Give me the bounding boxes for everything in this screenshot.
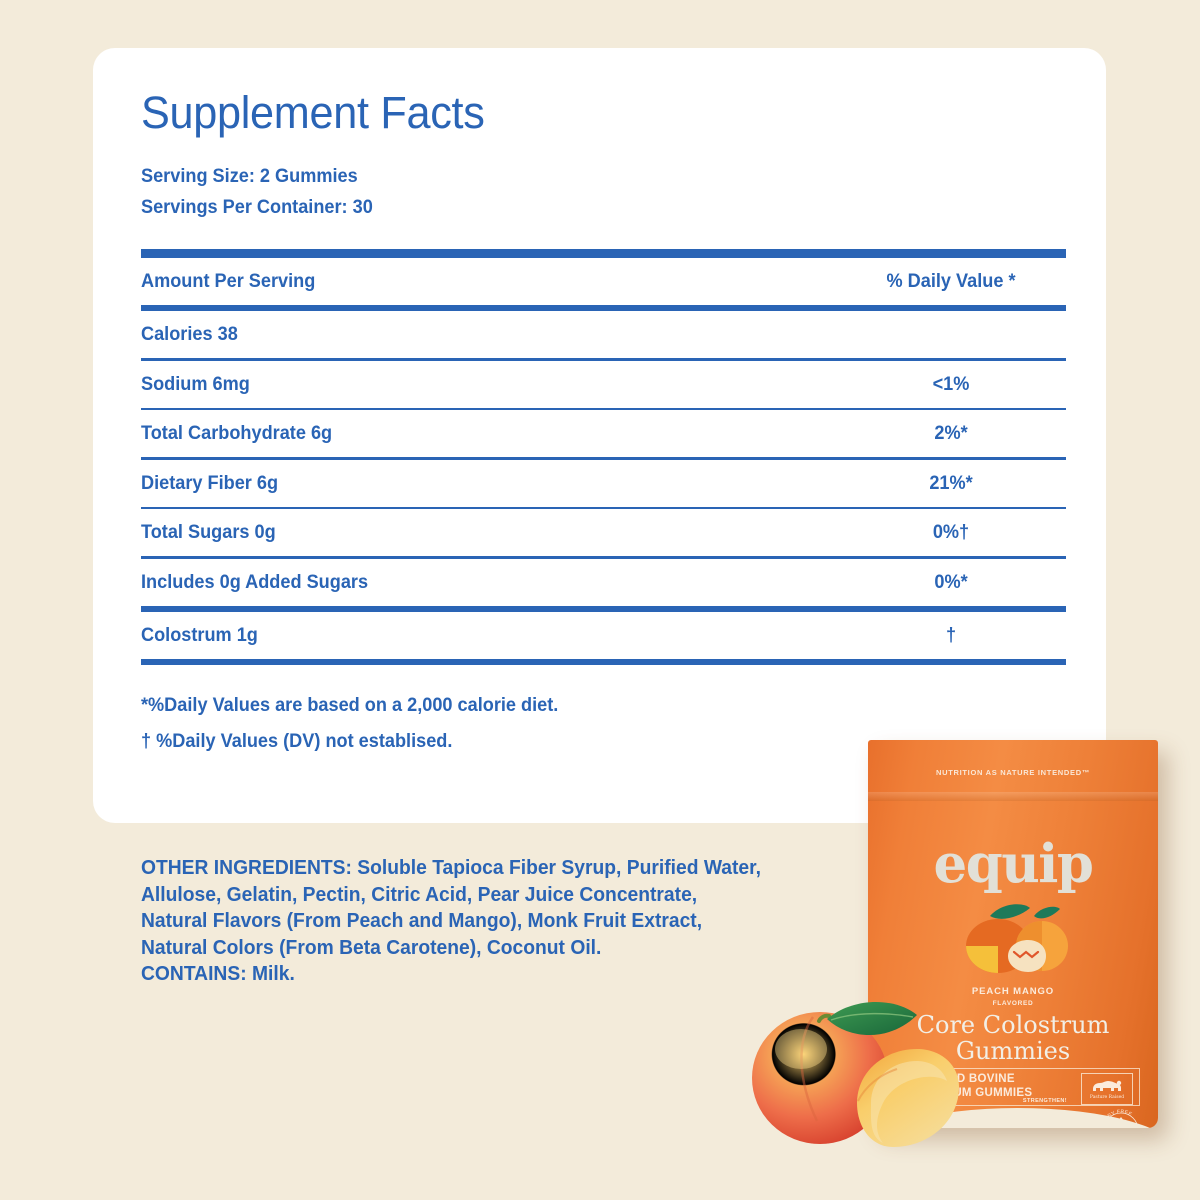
contains-allergen-line: CONTAINS: Milk. [141,962,295,985]
row-rule [141,457,1066,460]
whole-peach [752,1012,888,1144]
servings-per-container-line: Servings Per Container: 30 [141,196,373,218]
brand-logo: equip [933,833,1094,895]
table-header-row: Amount Per Serving % Daily Value * [141,258,1066,305]
nutrient-label: Includes 0g Added Sugars [141,570,369,593]
table-row: Total Sugars 0g 0%† [141,509,1066,556]
product-name-line-1: Core Colostrum [916,1011,1110,1039]
table-row: Sodium 6mg <1% [141,361,1066,408]
footnote-dagger: † %Daily Values (DV) not establised. [141,729,453,752]
row-rule [141,407,1066,410]
footnotes: *%Daily Values are based on a 2,000 calo… [141,687,1066,759]
row-rule [141,358,1066,361]
other-ingredients-line: OTHER INGREDIENTS: Soluble Tapioca Fiber… [141,856,761,879]
amount-per-serving-header: Amount Per Serving [141,270,316,292]
nutrient-value: 0%† [932,521,970,543]
peach-fruit-image [745,975,975,1160]
package-flavored-label: FLAVORED [992,1000,1034,1007]
cow-icon [1093,1080,1122,1091]
pouch-zipper-seam [868,792,1158,801]
table-top-rule [141,249,1066,258]
serving-size-line: Serving Size: 2 Gummies [141,165,358,187]
row-rule [141,506,1066,509]
footnote-daily-value: *%Daily Values are based on a 2,000 calo… [141,693,559,716]
benefit-strengthen: STRENGTHEN! [1022,1098,1067,1104]
table-row: Includes 0g Added Sugars 0%* [141,559,1066,606]
table-row: Colostrum 1g † [141,612,1066,659]
nutrient-value: <1% [932,372,970,395]
nutrient-value: 21%* [929,471,973,494]
cow-badge-caption: Pasture Raised [1089,1095,1125,1100]
other-ingredients-line: Natural Flavors (From Peach and Mango), … [141,909,703,932]
nutrient-label: Total Carbohydrate 6g [141,422,333,444]
package-flavor: PEACH MANGO [971,986,1055,997]
table-row: Dietary Fiber 6g 21%* [141,460,1066,507]
supplement-facts-content: Supplement Facts Serving Size: 2 Gummies… [141,90,1066,759]
other-ingredients-block: OTHER INGREDIENTS: Soluble Tapioca Fiber… [141,855,801,988]
nutrient-label: Total Sugars 0g [141,521,276,543]
cow-badge: Pasture Raised [1081,1073,1133,1105]
table-row: Total Carbohydrate 6g 2%* [141,410,1066,457]
package-product-name: Core Colostrum Gummies [868,1012,1158,1064]
nutrient-value: 2%* [934,422,968,444]
nutrient-label: Sodium 6mg [141,372,250,395]
other-ingredients-line: Natural Colors (From Beta Carotene), Coc… [141,935,602,959]
nutrient-label: Dietary Fiber 6g [141,471,279,494]
peach-leaf [827,1001,917,1036]
table-bottom-rule [141,658,1066,665]
page-title: Supplement Facts [141,87,485,138]
nutrient-label: Calories 38 [141,323,238,345]
nutrient-value: 0%* [934,570,968,593]
package-tagline: NUTRITION AS NATURE INTENDED™ [935,768,1091,777]
table-row: Calories 38 [141,311,1066,358]
daily-value-header: % Daily Value * [886,270,1016,292]
row-rule [141,556,1066,559]
header-bottom-rule [141,305,1066,311]
supplement-facts-card: Supplement Facts Serving Size: 2 Gummies… [93,48,1106,823]
nutrient-value: † [945,623,957,646]
fruit-illustration-icon [950,900,1076,978]
product-name-line-2: Gummies [955,1037,1071,1065]
other-ingredients-line: Allulose, Gelatin, Pectin, Citric Acid, … [141,882,698,906]
table-spacer [141,223,1066,249]
supplement-section-top-rule [141,605,1066,612]
nutrient-label: Colostrum 1g [141,623,258,646]
